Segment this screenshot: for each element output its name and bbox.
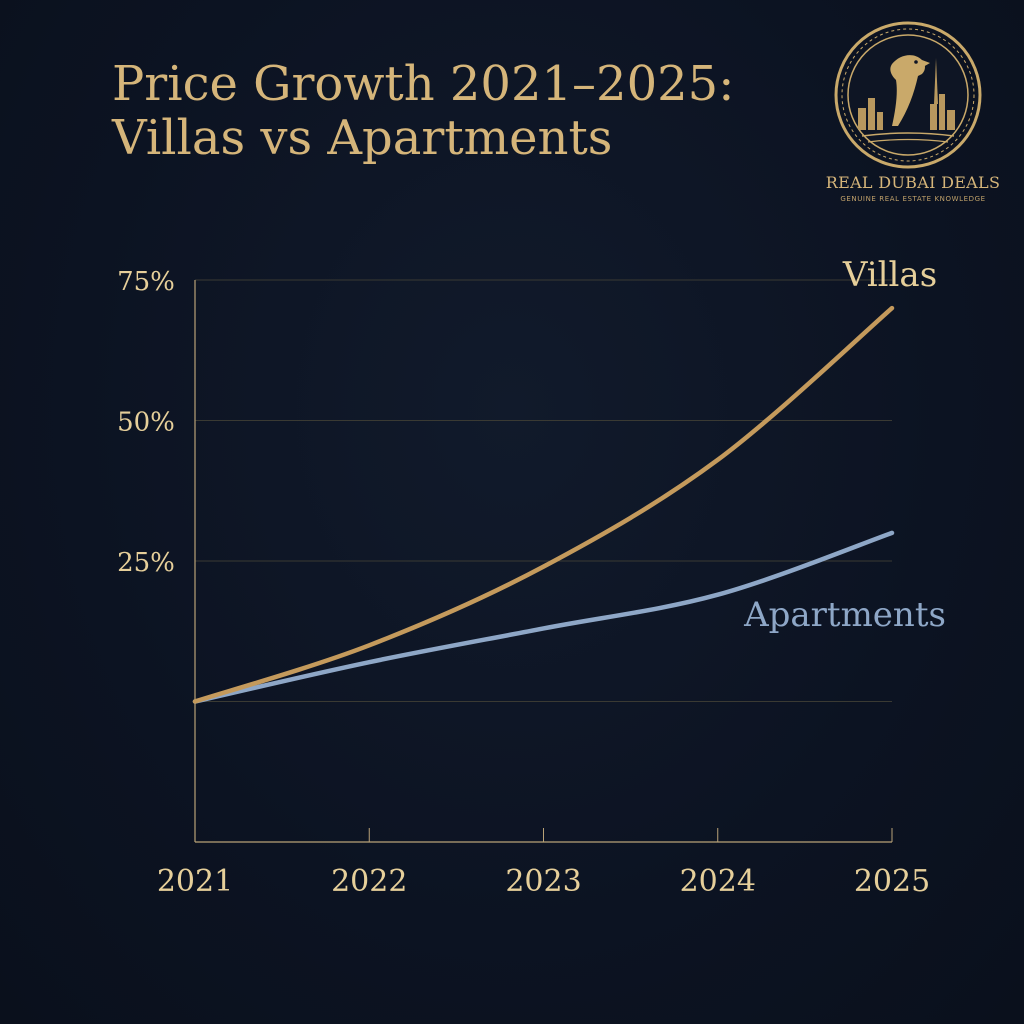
chart-title: Price Growth 2021–2025: Villas vs Apartm…: [112, 56, 735, 166]
chart-title-line2: Villas vs Apartments: [112, 109, 613, 166]
series-label-apartments: Apartments: [743, 595, 946, 635]
chart-title-line1: Price Growth 2021–2025:: [112, 56, 735, 112]
y-tick-label: 50%: [117, 408, 175, 438]
y-tick-label: 25%: [117, 548, 175, 578]
series-label-villas: Villas: [842, 255, 937, 295]
brand-tagline: GENUINE REAL ESTATE KNOWLEDGE: [840, 195, 986, 203]
x-tick-label: 2021: [157, 864, 233, 899]
y-tick-label: 75%: [117, 267, 175, 297]
x-tick-label: 2023: [505, 864, 581, 899]
brand-name: REAL DUBAI DEALS: [825, 173, 1001, 192]
x-tick-label: 2024: [680, 864, 756, 899]
series-line-villas: [192, 305, 895, 704]
series-line-apartments: [192, 530, 895, 704]
x-tick-label: 2025: [854, 864, 930, 899]
x-tick-label: 2022: [331, 864, 407, 899]
falcon-skyline-emblem-icon: [834, 21, 982, 169]
